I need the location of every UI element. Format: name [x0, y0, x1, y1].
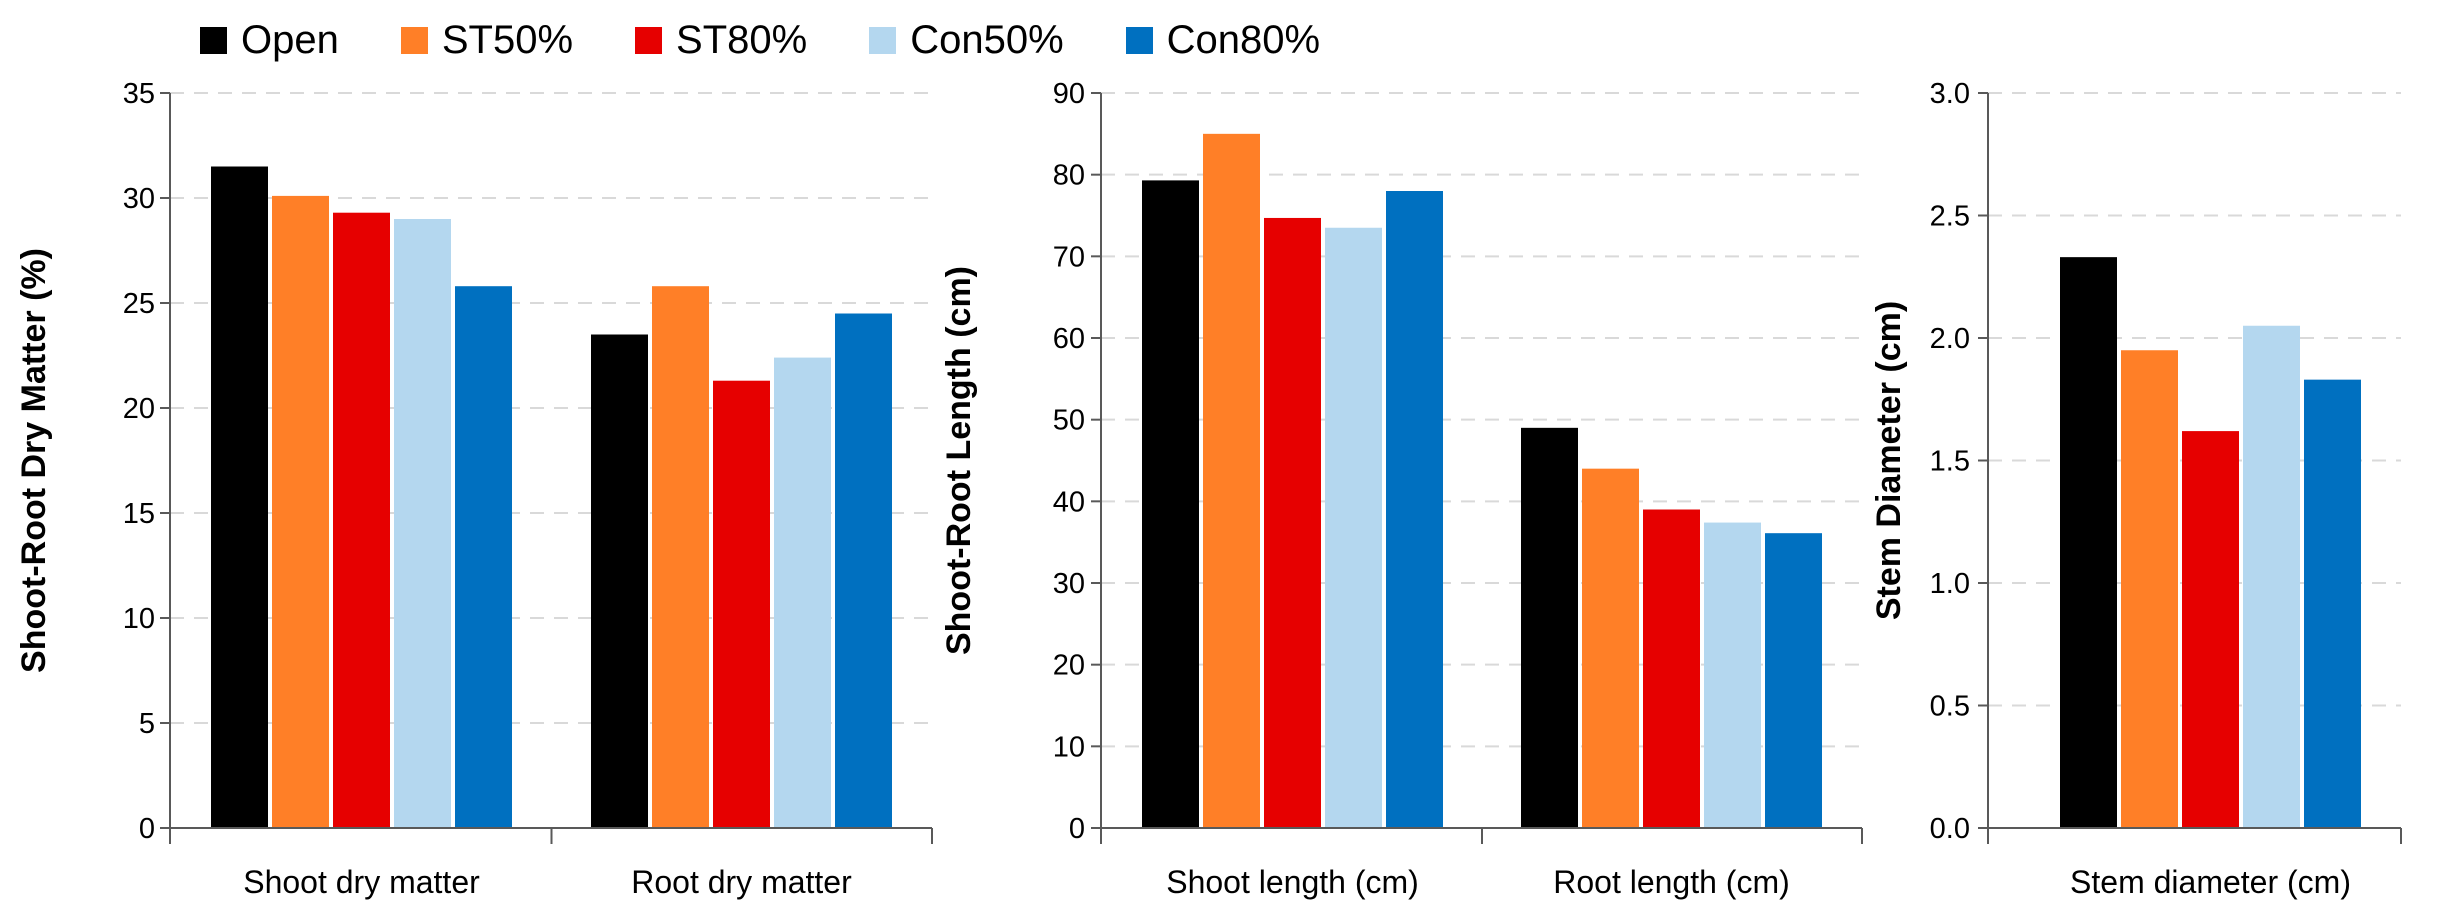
category-label-root-dry-matter: Root dry matter [631, 864, 852, 900]
bar-shoot-length-cm-st50 [1203, 133, 1260, 829]
y-tick-label: 2.0 [1930, 323, 1970, 355]
legend-label-st80: ST80% [676, 17, 808, 62]
y-tick-label: 2.5 [1930, 201, 1970, 233]
legend-swatch-open [200, 26, 227, 54]
y-tick-label: 10 [123, 603, 155, 635]
legend-swatch-st80 [635, 26, 663, 54]
bar-root-dry-matter-con80 [835, 313, 892, 828]
chart-panel-2: 0 10 20 30 40 50 60 70 80 90 Shoot length (cm) Root… [940, 78, 1863, 900]
category-label-shoot-dry-matter: Shoot dry matter [243, 864, 480, 900]
bar-stem-diameter-cm-con80 [2304, 379, 2361, 828]
bar-shoot-dry-matter-st50 [272, 195, 329, 828]
bar-stem-diameter-cm-st80 [2182, 431, 2239, 828]
y-tick-label: 60 [1053, 323, 1085, 355]
y-tick-label: 20 [123, 393, 155, 425]
y-axis-title: Shoot-Root Dry Matter (%) [15, 248, 53, 673]
legend-label-st50: ST50% [441, 17, 574, 62]
legend-swatch-con50 [869, 26, 897, 54]
bar-shoot-dry-matter-con80 [455, 286, 512, 828]
category-label-root-length-cm: Root length (cm) [1553, 864, 1790, 900]
bar-shoot-length-cm-st80 [1264, 217, 1321, 828]
y-tick-label: 40 [1053, 486, 1085, 518]
y-tick-label: 30 [123, 183, 155, 215]
category-label-stem-diameter-cm: Stem diameter (cm) [2070, 864, 2351, 900]
y-tick-label: 70 [1053, 241, 1085, 273]
y-tick-label: 90 [1053, 78, 1085, 110]
bar-root-length-cm-open [1521, 427, 1578, 828]
y-tick-label: 35 [123, 78, 155, 110]
y-tick-label: 15 [123, 498, 155, 530]
y-tick-label: 0 [1069, 813, 1085, 845]
y-tick-label: 25 [123, 288, 155, 320]
legend-swatch-st50 [400, 26, 428, 54]
bar-root-dry-matter-st80 [713, 380, 770, 828]
y-tick-label: 3.0 [1930, 78, 1970, 110]
y-tick-label: 30 [1053, 568, 1085, 600]
bar-shoot-length-cm-con80 [1386, 191, 1443, 828]
y-tick-label: 5 [139, 708, 155, 740]
legend-item-st80: ST80% [635, 18, 807, 63]
y-tick-label: 0.5 [1930, 691, 1970, 723]
y-axis-title: Stem Diameter (cm) [1870, 301, 1908, 620]
chart-panel-3: 0.0 0.5 1.0 1.5 2.0 2.5 3.0 Stem diameter (cm) S… [1870, 78, 2402, 900]
legend-item-con80: Con80% [1125, 17, 1321, 63]
legend-swatch-con80 [1125, 26, 1153, 54]
bar-root-dry-matter-st50 [652, 286, 709, 828]
chart-legend: Open ST50% ST80% Con50% Con80% [200, 10, 1382, 70]
bar-root-length-cm-con80 [1765, 533, 1822, 828]
legend-label-con80: Con80% [1166, 17, 1321, 62]
y-tick-label: 0 [139, 813, 155, 845]
chart-panel-1: 0 5 10 15 20 25 30 35 Shoot dry matter Root dry m… [15, 78, 933, 900]
y-tick-label: 1.5 [1930, 446, 1970, 478]
bar-shoot-length-cm-con50 [1325, 227, 1382, 828]
y-tick-label: 10 [1053, 731, 1085, 763]
bar-stem-diameter-cm-open [2060, 257, 2117, 828]
bar-shoot-length-cm-open [1142, 180, 1199, 829]
bar-shoot-dry-matter-con50 [394, 219, 451, 828]
legend-label-open: Open [241, 17, 339, 62]
y-tick-label: 50 [1053, 405, 1085, 437]
bar-root-dry-matter-open [591, 334, 648, 828]
y-tick-label: 20 [1053, 650, 1085, 682]
bar-root-length-cm-st50 [1582, 468, 1639, 828]
bar-stem-diameter-cm-con50 [2243, 325, 2300, 828]
y-tick-label: 80 [1053, 160, 1085, 192]
bar-shoot-dry-matter-open [211, 166, 268, 828]
legend-item-con50: Con50% [869, 17, 1064, 63]
legend-item-open: Open [200, 18, 339, 63]
bar-root-dry-matter-con50 [774, 357, 831, 828]
y-axis-title: Shoot-Root Length (cm) [940, 266, 978, 655]
bar-shoot-dry-matter-st80 [333, 212, 390, 828]
bar-root-length-cm-con50 [1704, 522, 1761, 828]
y-tick-label: 0.0 [1930, 813, 1970, 845]
legend-label-con50: Con50% [910, 17, 1064, 62]
bar-root-length-cm-st80 [1643, 509, 1700, 828]
category-label-shoot-length-cm: Shoot length (cm) [1166, 864, 1419, 900]
y-tick-label: 1.0 [1930, 568, 1970, 600]
bar-stem-diameter-cm-st50 [2121, 350, 2178, 828]
legend-item-st50: ST50% [400, 17, 574, 63]
